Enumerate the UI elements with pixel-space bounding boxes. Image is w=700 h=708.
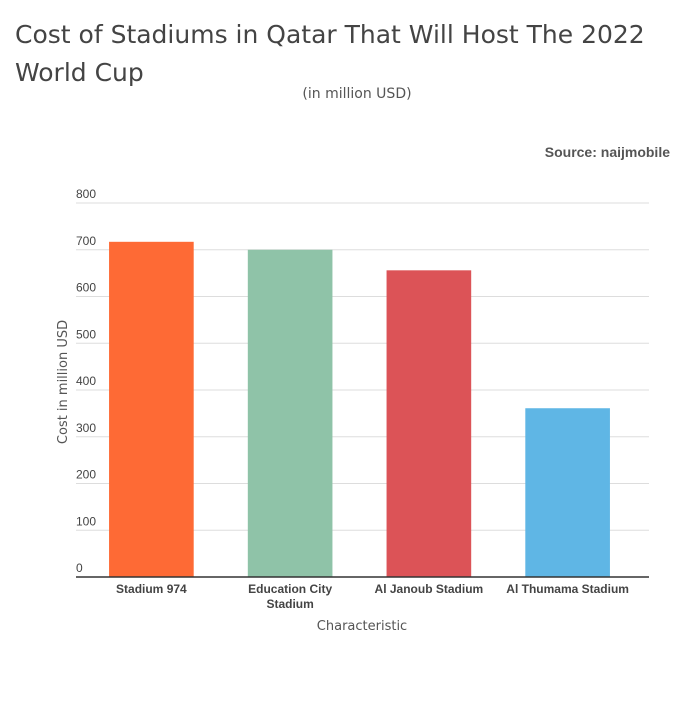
chart-subtitle: (in million USD)	[302, 86, 412, 102]
x-tick-label: Al Janoub Stadium	[375, 582, 484, 596]
bars	[109, 241, 610, 578]
bar-al-thumama-stadium	[525, 408, 610, 577]
y-tick-label: 100	[76, 514, 96, 528]
bar-education-city-stadium	[247, 249, 333, 577]
y-tick-label: 400	[76, 374, 96, 388]
chart-title: Cost of Stadiums in Qatar That Will Host…	[15, 20, 645, 87]
source-credit: Source: naijmobile	[544, 144, 670, 160]
bar-al-janoub-stadium	[386, 270, 472, 577]
x-axis-categories: Stadium 974 Education City Stadium Al Janou…	[116, 582, 629, 611]
y-tick-label: 600	[76, 281, 96, 295]
y-tick-label: 0	[76, 561, 83, 575]
y-tick-label: 200	[76, 468, 96, 482]
y-tick-label: 700	[76, 234, 96, 248]
y-tick-label: 500	[76, 327, 96, 341]
y-tick-label: 300	[76, 421, 96, 435]
y-axis-label: Cost in million USD	[56, 320, 71, 444]
x-tick-label: Education City Stadium	[248, 582, 332, 611]
x-tick-label: Stadium 974	[116, 582, 187, 596]
y-tick-label: 800	[76, 187, 96, 201]
bar-stadium-974	[109, 241, 194, 578]
x-tick-label: Al Thumama Stadium	[506, 582, 629, 596]
x-axis-label: Characteristic	[317, 619, 407, 634]
y-axis-ticks: 0 100 200 300 400 500 600 700 800	[76, 187, 96, 575]
